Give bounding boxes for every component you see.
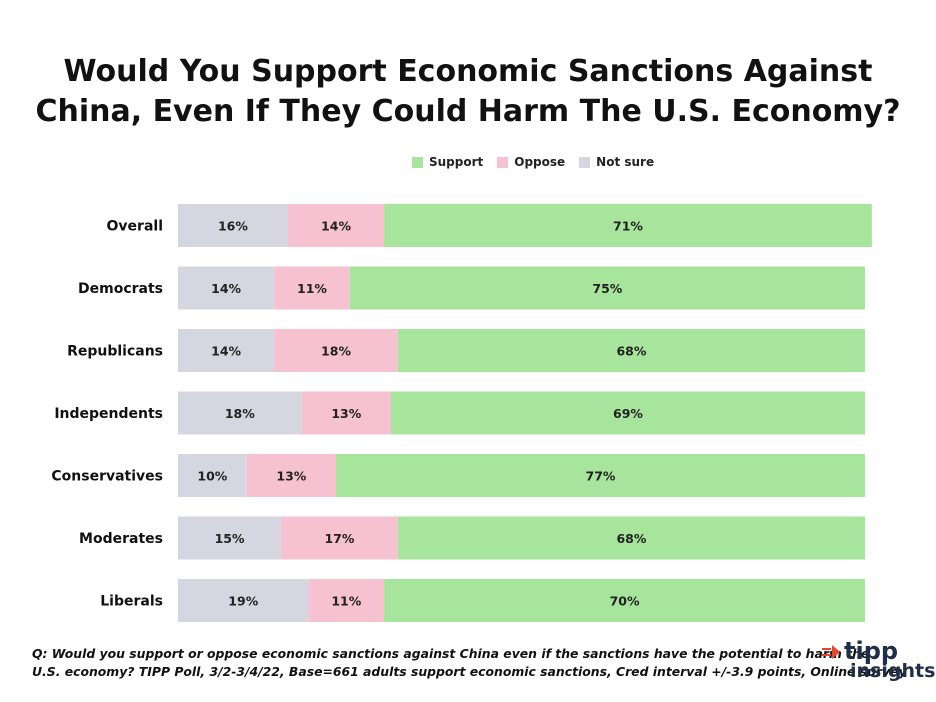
legend-item-support: Support <box>412 155 483 169</box>
bar-support-liberals <box>384 579 865 622</box>
data-label-oppose-overall: 14% <box>321 219 351 234</box>
legend-swatch-support <box>412 156 423 168</box>
bar-not-sure-liberals <box>178 579 309 622</box>
chart-legend: Support Oppose Not sure <box>412 155 654 169</box>
bar-not-sure-democrats <box>178 266 275 310</box>
data-label-support-republicans: 68% <box>616 344 646 359</box>
tipp-insights-logo: tipp insights <box>820 637 935 684</box>
data-label-support-moderates: 68% <box>616 531 646 546</box>
logo-tipp-text: tipp <box>844 637 899 665</box>
category-label-conservatives: Conservatives <box>51 469 163 485</box>
data-label-not-sure-democrats: 14% <box>211 281 241 296</box>
category-label-moderates: Moderates <box>79 531 163 547</box>
bar-oppose-democrats <box>274 266 350 310</box>
data-label-oppose-conservatives: 13% <box>276 469 306 484</box>
bar-support-moderates <box>397 516 865 560</box>
survey-footnote: Q: Would you support or oppose economic … <box>32 645 907 681</box>
legend-item-not-sure: Not sure <box>579 155 654 169</box>
data-label-oppose-democrats: 11% <box>297 281 327 296</box>
data-label-support-liberals: 70% <box>610 594 640 609</box>
bar-support-democrats <box>349 266 865 310</box>
bar-oppose-liberals <box>308 579 385 622</box>
bar-oppose-moderates <box>281 516 398 560</box>
legend-item-oppose: Oppose <box>497 155 565 169</box>
category-label-republicans: Republicans <box>67 344 163 360</box>
data-label-not-sure-liberals: 19% <box>228 594 258 609</box>
bar-not-sure-conservatives <box>178 454 247 497</box>
chart-title: Would You Support Economic Sanctions Aga… <box>0 52 936 132</box>
logo-insights-text: insights <box>850 660 936 682</box>
data-label-oppose-independents: 13% <box>331 406 361 421</box>
data-label-support-independents: 69% <box>613 406 643 421</box>
legend-label-oppose: Oppose <box>514 155 566 169</box>
bar-not-sure-overall <box>178 204 288 247</box>
bar-oppose-republicans <box>274 329 398 372</box>
bar-not-sure-republicans <box>178 329 275 372</box>
data-label-not-sure-overall: 16% <box>218 219 248 234</box>
data-label-oppose-liberals: 11% <box>331 594 361 609</box>
data-label-support-conservatives: 77% <box>586 469 616 484</box>
category-label-overall: Overall <box>107 219 163 235</box>
category-label-independents: Independents <box>54 406 163 422</box>
data-label-not-sure-moderates: 15% <box>215 531 245 546</box>
chart-title-line-2: China, Even If They Could Harm The U.S. … <box>35 94 901 129</box>
bar-support-republicans <box>397 329 865 372</box>
bar-not-sure-independents <box>178 391 302 435</box>
bar-oppose-independents <box>301 391 391 435</box>
legend-label-not-sure: Not sure <box>596 155 655 169</box>
bar-oppose-conservatives <box>246 454 337 497</box>
bar-support-conservatives <box>336 454 865 497</box>
bar-not-sure-moderates <box>178 516 282 560</box>
data-label-support-overall: 71% <box>613 219 643 234</box>
footnote-line-2: U.S. economy? TIPP Poll, 3/2-3/4/22, Bas… <box>32 664 907 679</box>
data-label-not-sure-independents: 18% <box>225 406 255 421</box>
chart-title-line-1: Would You Support Economic Sanctions Aga… <box>63 54 873 89</box>
stacked-bar-chart: Overall 16% 14% 71% Democrats 14% 11% 75% Republ… <box>51 204 872 622</box>
category-label-liberals: Liberals <box>100 594 163 610</box>
data-label-support-democrats: 75% <box>592 281 622 296</box>
bar-support-overall <box>384 204 872 247</box>
logo-arrow-icon <box>822 645 840 659</box>
legend-label-support: Support <box>429 155 484 169</box>
data-label-oppose-republicans: 18% <box>321 344 351 359</box>
bar-oppose-overall <box>287 204 385 247</box>
legend-swatch-oppose <box>497 156 509 168</box>
category-label-democrats: Democrats <box>78 281 163 297</box>
data-label-not-sure-republicans: 14% <box>211 344 241 359</box>
footnote-line-1: Q: Would you support or oppose economic … <box>32 646 870 661</box>
data-label-not-sure-conservatives: 10% <box>197 469 227 484</box>
data-label-oppose-moderates: 17% <box>324 531 354 546</box>
bar-support-independents <box>390 391 865 435</box>
legend-swatch-not-sure <box>579 156 591 168</box>
